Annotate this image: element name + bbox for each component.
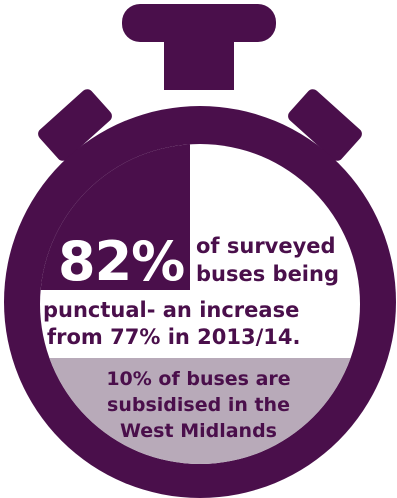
stat-text-line-4: from 77% in 2013/14. (47, 325, 301, 349)
note-line-1: 10% of buses are (106, 368, 291, 390)
stat-value: 82% (58, 230, 185, 293)
note-line-2: subsidised in the (107, 394, 290, 416)
note-line-3: West Midlands (120, 420, 277, 442)
stat-text-line-2: buses being (196, 262, 339, 286)
stopwatch-side-buttons (38, 89, 362, 161)
stopwatch-crown (122, 4, 276, 90)
stat-text-line-1: of surveyed (196, 234, 336, 258)
stat-text-line-3: punctual- an increase (43, 298, 300, 322)
